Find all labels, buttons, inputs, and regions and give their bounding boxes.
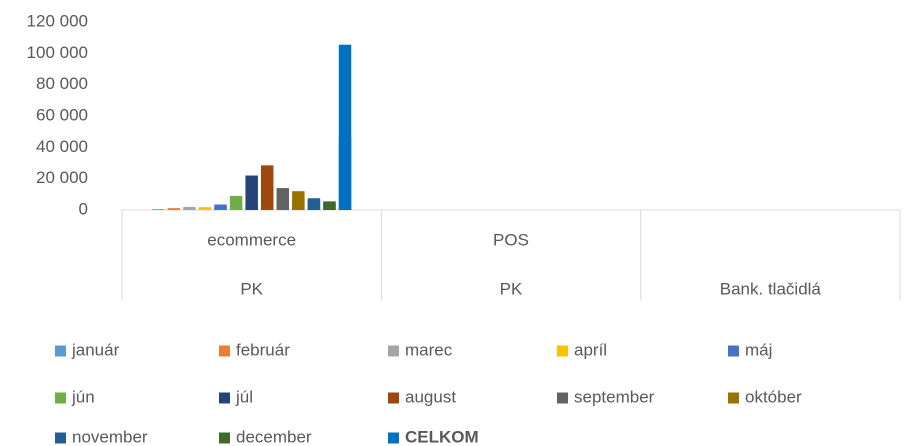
bar bbox=[261, 208, 274, 210]
x-tick-label: POS bbox=[493, 230, 529, 249]
bar bbox=[245, 175, 258, 210]
legend-swatch bbox=[557, 392, 568, 404]
legend-swatch bbox=[55, 345, 66, 357]
legend-label: december bbox=[236, 427, 312, 446]
legend-swatch bbox=[388, 392, 399, 404]
bar bbox=[198, 208, 212, 210]
x-group-label: PK bbox=[240, 279, 263, 298]
legend-label: august bbox=[405, 387, 456, 406]
bar bbox=[261, 165, 274, 210]
y-tick-label: 60 000 bbox=[36, 105, 88, 124]
bar bbox=[167, 208, 181, 210]
legend-swatch bbox=[728, 392, 739, 404]
legend-swatch bbox=[388, 345, 399, 357]
legend-swatch bbox=[388, 432, 399, 444]
legend-label: apríl bbox=[574, 340, 607, 359]
legend-label: máj bbox=[745, 340, 772, 359]
bar bbox=[307, 208, 321, 210]
y-tick-label: 40 000 bbox=[36, 137, 88, 156]
bar bbox=[229, 195, 243, 210]
bar bbox=[323, 201, 336, 210]
legend-swatch bbox=[219, 345, 230, 357]
legend-label: február bbox=[236, 340, 290, 359]
legend-label: november bbox=[72, 427, 148, 446]
legend-label: CELKOM bbox=[405, 427, 479, 446]
bar bbox=[198, 207, 212, 210]
legend-swatch bbox=[55, 432, 66, 444]
legend-swatch bbox=[55, 392, 66, 404]
legend-label: marec bbox=[405, 340, 453, 359]
y-tick-label: 120 000 bbox=[27, 11, 88, 30]
bar bbox=[323, 208, 336, 210]
legend-swatch bbox=[728, 345, 739, 357]
legend-label: september bbox=[574, 387, 655, 406]
bar bbox=[276, 188, 290, 210]
legend-swatch bbox=[219, 432, 230, 444]
y-tick-label: 20 000 bbox=[36, 168, 88, 187]
bar bbox=[214, 204, 227, 210]
bar bbox=[183, 209, 196, 210]
legend-label: jún bbox=[71, 387, 95, 406]
y-tick-label: 80 000 bbox=[36, 74, 88, 93]
bar bbox=[245, 209, 258, 210]
bar bbox=[307, 198, 321, 210]
x-group-label: PK bbox=[500, 279, 523, 298]
legend-swatch bbox=[219, 392, 230, 404]
x-group-label: Bank. tlačidlá bbox=[720, 279, 822, 298]
y-tick-label: 100 000 bbox=[27, 43, 88, 62]
bar bbox=[152, 209, 165, 210]
legend-label: júl bbox=[235, 387, 253, 406]
legend-label: január bbox=[71, 340, 120, 359]
y-tick-label: 0 bbox=[79, 199, 88, 218]
bar bbox=[338, 44, 352, 210]
bar bbox=[292, 191, 305, 210]
bar bbox=[229, 209, 243, 210]
bar bbox=[276, 208, 290, 210]
legend-label: október bbox=[745, 387, 802, 406]
bar bbox=[292, 208, 305, 210]
legend-swatch bbox=[557, 345, 568, 357]
x-tick-label: ecommerce bbox=[207, 230, 296, 249]
bar bbox=[183, 206, 196, 210]
bar bbox=[338, 208, 352, 210]
